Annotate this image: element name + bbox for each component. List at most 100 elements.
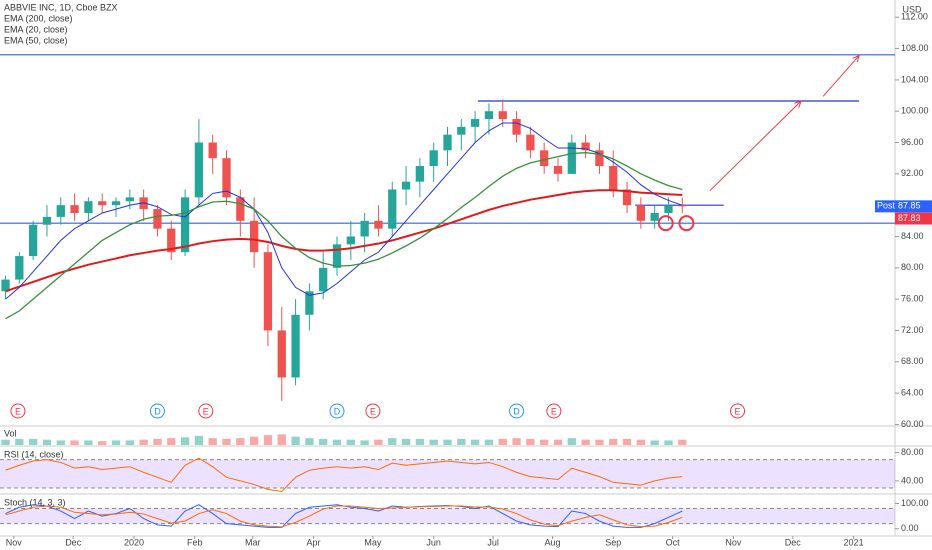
event-label: D [513, 406, 520, 416]
volume-bar [263, 435, 273, 445]
volume-bar [319, 438, 328, 445]
y-tick-label: 100.00 [901, 106, 929, 116]
arrow-head [794, 100, 802, 108]
event-marker [329, 403, 345, 419]
volume-bar [401, 438, 411, 445]
y-tick-label: 104.00 [901, 74, 929, 84]
candle-body [277, 330, 286, 378]
candle-body [581, 142, 590, 151]
x-tick-label: Apr [307, 537, 321, 547]
candle-body [553, 166, 563, 174]
candle-body [332, 244, 342, 268]
chart-title: ABBVIE INC, 1D, Cboe BZX [4, 2, 118, 12]
y-tick-label: 68.00 [901, 356, 924, 366]
volume-bar [443, 439, 452, 445]
candle-body [595, 150, 604, 167]
x-tick-label: Sep [605, 537, 621, 547]
volume-bar [374, 439, 383, 445]
candle-body [622, 189, 632, 206]
rsi-tick-label: 40.00 [901, 475, 924, 485]
event-marker [149, 403, 165, 419]
currency: USD [902, 4, 922, 14]
arrow [822, 55, 860, 97]
y-tick-label: 92.00 [901, 168, 924, 178]
circle-marker [678, 215, 695, 232]
candle-body [291, 314, 300, 378]
circle-marker [657, 215, 674, 232]
volume-bar [512, 438, 521, 445]
volume-bar [194, 435, 204, 445]
x-tick-label: 2020 [124, 537, 144, 547]
candle-body [498, 111, 507, 120]
candle-body [415, 166, 425, 182]
x-tick-label: Aug [544, 537, 560, 547]
candle-body [650, 213, 659, 221]
candle-body [305, 291, 314, 315]
candle-body [153, 209, 162, 229]
event-marker [365, 403, 381, 419]
volume-bar [470, 439, 480, 445]
volume-bar [664, 440, 673, 445]
volume-bar [236, 438, 245, 445]
x-tick-label: Oct [666, 537, 681, 547]
event-marker [546, 403, 562, 419]
volume-bar [553, 439, 563, 445]
volume-bar [457, 438, 466, 445]
stoch-label: Stoch (14, 3, 3) [4, 497, 66, 507]
candle-body [374, 220, 383, 229]
candle-body [401, 181, 411, 190]
candle-body [429, 150, 438, 167]
candle-body [125, 197, 134, 202]
volume-bar [291, 436, 300, 445]
x-tick-label: May [364, 537, 382, 547]
y-tick-label: 80.00 [901, 262, 924, 272]
candle-body [388, 189, 397, 229]
event-label: E [15, 406, 21, 416]
y-tick-label: 112.00 [901, 12, 928, 22]
x-tick-label: Dec [785, 537, 802, 547]
candle-body [249, 220, 259, 253]
candle-body [180, 197, 190, 253]
price-label: 87.83 [898, 213, 921, 223]
volume-bar [595, 439, 604, 445]
candle-body [111, 201, 121, 206]
candle-body [42, 216, 52, 225]
volume-bar [609, 438, 618, 445]
volume-bar [29, 438, 38, 445]
candle-body [457, 126, 466, 135]
legend-entry: EMA (20, close) [4, 24, 68, 34]
price-label-box [895, 200, 932, 213]
arrow-head [852, 54, 860, 63]
volume-bar [277, 434, 286, 445]
volume-bar [332, 439, 342, 445]
candle-body [540, 150, 549, 167]
volume-bar [84, 440, 93, 445]
y-tick-label: 108.00 [901, 43, 929, 53]
rsi-tick-label: 80.00 [901, 447, 924, 457]
volume-bar [415, 438, 425, 445]
x-tick-label: Jun [426, 537, 441, 547]
x-tick-label: 2021 [844, 537, 864, 547]
price-label-tag [875, 200, 895, 213]
candle-body [56, 205, 65, 217]
candle-body [443, 134, 452, 151]
volume-bar [526, 438, 535, 445]
volume-label: Vol [4, 428, 17, 438]
stoch-line [5, 505, 683, 528]
candle-body [29, 224, 38, 257]
volume-bar [111, 440, 121, 445]
volume-bar [622, 438, 632, 445]
x-tick-label: Nov [6, 537, 23, 547]
volume-bar [180, 437, 190, 445]
y-tick-label: 84.00 [901, 231, 924, 241]
candle-body [15, 256, 24, 280]
volume-bar [249, 436, 259, 445]
volume-bar [429, 439, 438, 445]
ema-line [5, 122, 683, 300]
event-label: E [370, 406, 376, 416]
plot: 60.0064.0068.0072.0076.0080.0084.0088.00… [0, 12, 929, 547]
volume-bar [540, 439, 549, 445]
y-tick-label: 96.00 [901, 137, 924, 147]
volume-bar [222, 438, 231, 445]
